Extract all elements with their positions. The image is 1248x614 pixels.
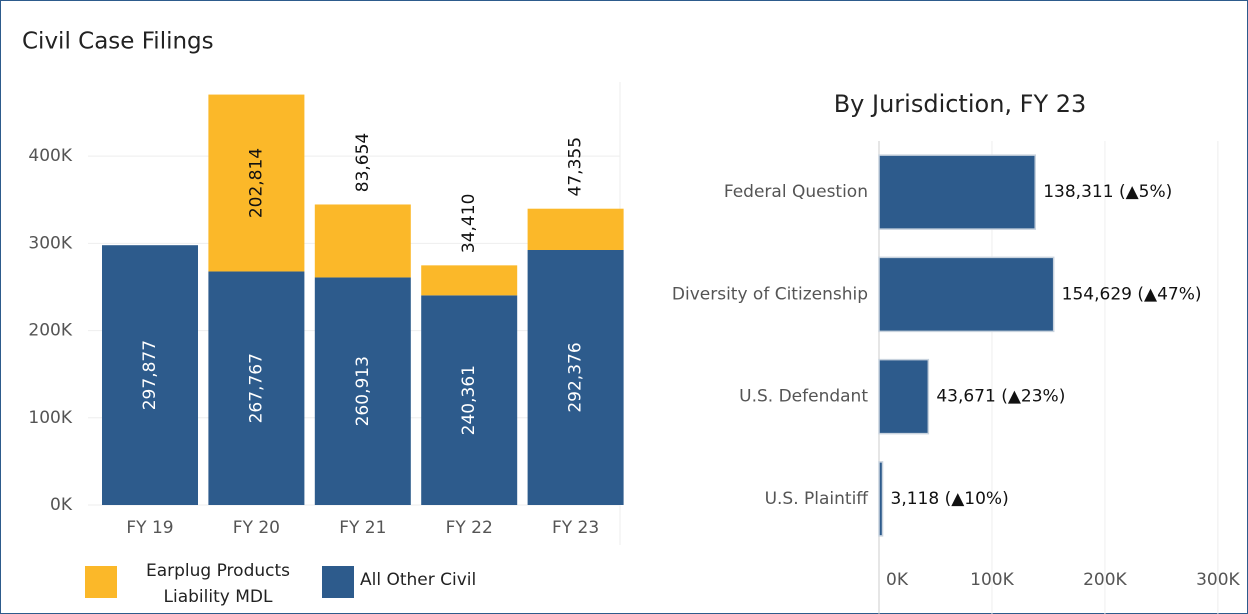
chart-title: By Jurisdiction, FY 23: [834, 90, 1087, 118]
bar-segment: [208, 271, 305, 505]
x-tick-label: FY 22: [446, 518, 493, 538]
data-label: 43,671 (▲23%): [936, 387, 1065, 407]
chart-title: Civil Case Filings: [22, 29, 214, 55]
bar-segment: [102, 245, 198, 505]
y-tick-label: U.S. Plaintiff: [765, 489, 870, 509]
bar-segment: [314, 204, 411, 278]
data-label: 297,877: [140, 340, 160, 410]
data-label: 138,311 (▲5%): [1043, 182, 1172, 202]
legend-swatch: [322, 566, 354, 598]
x-tick-label: 0K: [886, 570, 909, 590]
legend-label: Earplug Products Liability MDL: [146, 561, 290, 607]
bar-segment: [208, 94, 305, 272]
x-tick-label: 300K: [1196, 570, 1240, 590]
bar: [878, 256, 1055, 333]
x-tick-label: FY 21: [339, 518, 386, 538]
data-label: 34,410: [459, 194, 479, 253]
y-tick-label: 0K: [50, 495, 73, 515]
legend-swatch: [85, 566, 117, 598]
bar: [878, 154, 1036, 230]
data-label: 240,361: [459, 365, 479, 435]
y-tick-label: 200K: [28, 321, 72, 341]
x-tick-label: FY 19: [126, 518, 173, 538]
bar: [878, 358, 930, 435]
y-tick-label: 100K: [28, 408, 72, 428]
data-label: 292,376: [566, 342, 586, 412]
x-tick-label: FY 23: [552, 518, 599, 538]
x-tick-label: FY 20: [233, 518, 280, 538]
y-tick-label: 300K: [28, 233, 72, 253]
data-label: 3,118 (▲10%): [891, 489, 1009, 509]
data-label: 267,767: [246, 353, 266, 423]
y-tick-label: U.S. Defendant: [739, 387, 868, 407]
y-tick-label: Diversity of Citizenship: [672, 284, 868, 304]
bar-segment: [421, 265, 518, 296]
bar: [878, 461, 884, 537]
bar-segment: [527, 208, 624, 250]
bar-segment: [314, 277, 411, 505]
y-tick-label: 400K: [28, 146, 72, 166]
x-tick-label: 100K: [970, 570, 1014, 590]
bar-segment: [421, 295, 518, 505]
x-tick-label: 200K: [1083, 570, 1127, 590]
data-label: 47,355: [566, 137, 586, 196]
data-label: 260,913: [353, 356, 373, 426]
data-label: 154,629 (▲47%): [1062, 284, 1202, 304]
data-label: 83,654: [353, 133, 373, 192]
data-label: 202,814: [246, 148, 266, 218]
legend-label: All Other Civil: [360, 570, 476, 590]
bar-segment: [527, 249, 624, 505]
y-tick-label: Federal Question: [724, 182, 868, 202]
